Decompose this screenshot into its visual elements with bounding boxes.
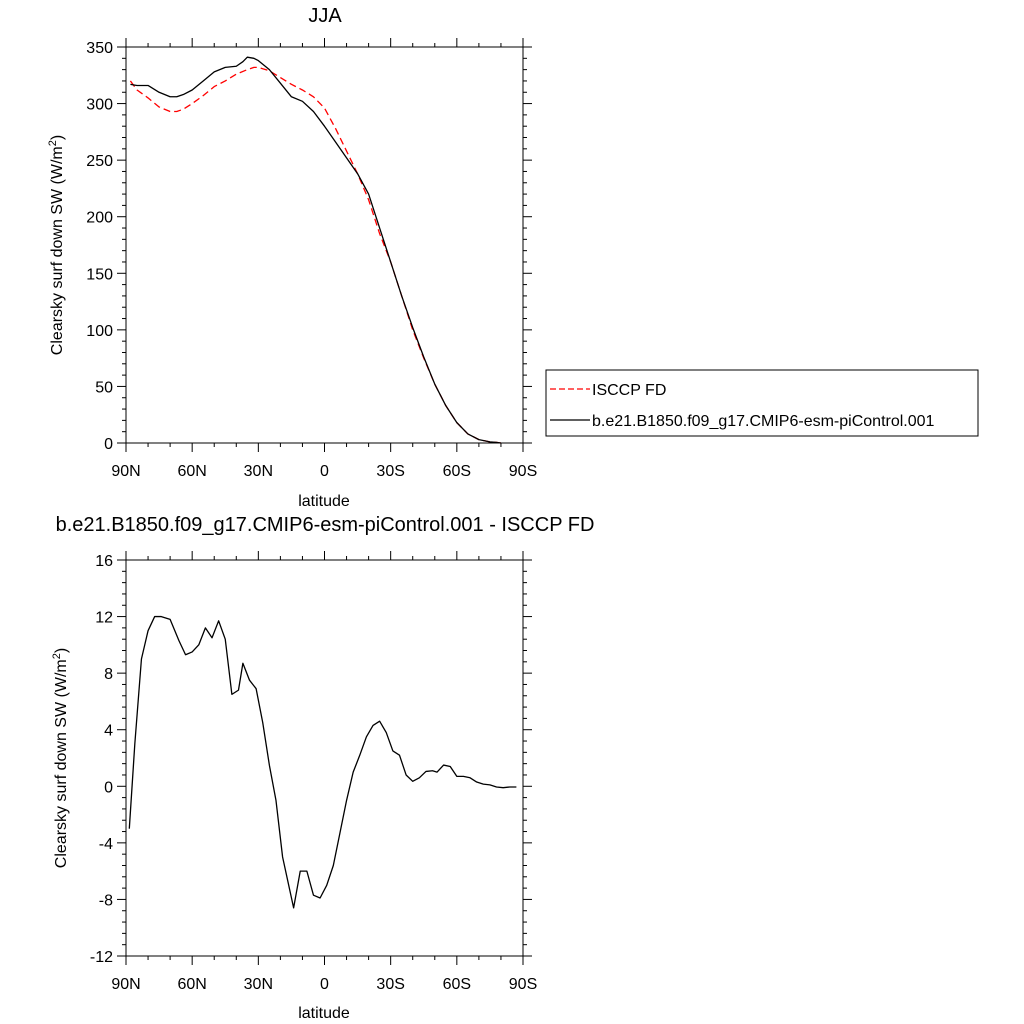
panel1-y-tick-label: -4 [99, 836, 113, 853]
panel1-x-tick-label: 60S [443, 976, 471, 993]
panel1-x-tick-label: 60N [177, 976, 206, 993]
top-tick-labels: 90N 60N 30N 0 30S 60S 90S 0 50 100 150 200 250 300 350 [86, 40, 537, 480]
bottom-y-axis-title-main: Clearsky surf down SW (W/m [53, 659, 70, 868]
panel0-x-tick-label: 90N [111, 463, 140, 480]
panel0-y-tick-label: 250 [86, 153, 113, 170]
top-chart-title: JJA [308, 5, 342, 27]
panel0-x-tick-label: 0 [320, 463, 329, 480]
panel1-y-tick-label: 0 [104, 779, 113, 796]
top-y-axis-title-main: Clearsky surf down SW (W/m [49, 146, 66, 355]
panel0-y-tick-label: 300 [86, 97, 113, 114]
panel0-x-tick-label: 30S [376, 463, 404, 480]
bottom-axis-ticks [117, 551, 532, 965]
panel1-y-tick-label: 8 [104, 666, 113, 683]
legend: ISCCP FD b.e21.B1850.f09_g17.CMIP6-esm-p… [545, 369, 979, 437]
panel0-x-tick-label: 60S [443, 463, 471, 480]
panel1-y-tick-label: 4 [104, 723, 113, 740]
panel0-x-tick-label: 60N [177, 463, 206, 480]
panel0-y-tick-label: 350 [86, 40, 113, 57]
panel1-x-tick-label: 90N [111, 976, 140, 993]
panel0-y-tick-label: 200 [86, 210, 113, 227]
panel0-y-tick-label: 0 [104, 436, 113, 453]
bottom-series-layer [128, 615, 517, 909]
panel0-series-line-0 [129, 66, 502, 444]
top-y-axis-title: Clearsky surf down SW (W/m2) [47, 135, 66, 355]
panel1-x-tick-label: 30S [376, 976, 404, 993]
top-y-axis-title-sup: 2 [47, 140, 59, 146]
bottom-chart-panel: b.e21.B1850.f09_g17.CMIP6-esm-piControl.… [51, 514, 594, 1022]
panel1-y-tick-label: 12 [95, 610, 113, 627]
panel0-y-tick-label: 150 [86, 266, 113, 283]
top-y-axis-title-end: ) [49, 135, 66, 140]
panel1-series-line-0 [128, 615, 517, 909]
panel0-series-line-1 [130, 56, 502, 444]
panel0-y-tick-label: 50 [95, 379, 113, 396]
top-plot-frame [125, 46, 524, 444]
bottom-y-axis-title-end: ) [53, 648, 70, 653]
top-axis-ticks [117, 38, 532, 452]
top-chart-panel: JJA 90N 60N 30N 0 30S 60S 90S 0 50 100 150 200 250 30… [47, 5, 979, 510]
top-series-layer [129, 56, 502, 444]
top-x-axis-title: latitude [298, 493, 350, 510]
bottom-tick-labels: 90N 60N 30N 0 30S 60S 90S -12 -8 -4 0 4 8 12 16 [90, 553, 537, 993]
bottom-chart-title: b.e21.B1850.f09_g17.CMIP6-esm-piControl.… [56, 514, 595, 536]
bottom-y-axis-title-sup: 2 [51, 653, 63, 659]
legend-box [545, 369, 979, 437]
panel1-x-tick-label: 0 [320, 976, 329, 993]
panel1-y-tick-label: 16 [95, 553, 113, 570]
bottom-y-axis-title: Clearsky surf down SW (W/m2) [51, 648, 70, 868]
panel1-y-tick-label: -8 [99, 892, 113, 909]
legend-label-model: b.e21.B1850.f09_g17.CMIP6-esm-piControl.… [592, 413, 935, 430]
bottom-x-axis-title: latitude [298, 1005, 350, 1022]
panel1-x-tick-label: 30N [244, 976, 273, 993]
panel0-y-tick-label: 100 [86, 323, 113, 340]
panel0-x-tick-label: 90S [509, 463, 537, 480]
legend-label-isccp: ISCCP FD [592, 382, 666, 399]
panel0-x-tick-label: 30N [244, 463, 273, 480]
panel1-x-tick-label: 90S [509, 976, 537, 993]
panel1-y-tick-label: -12 [90, 949, 113, 966]
bottom-plot-frame [125, 559, 524, 957]
